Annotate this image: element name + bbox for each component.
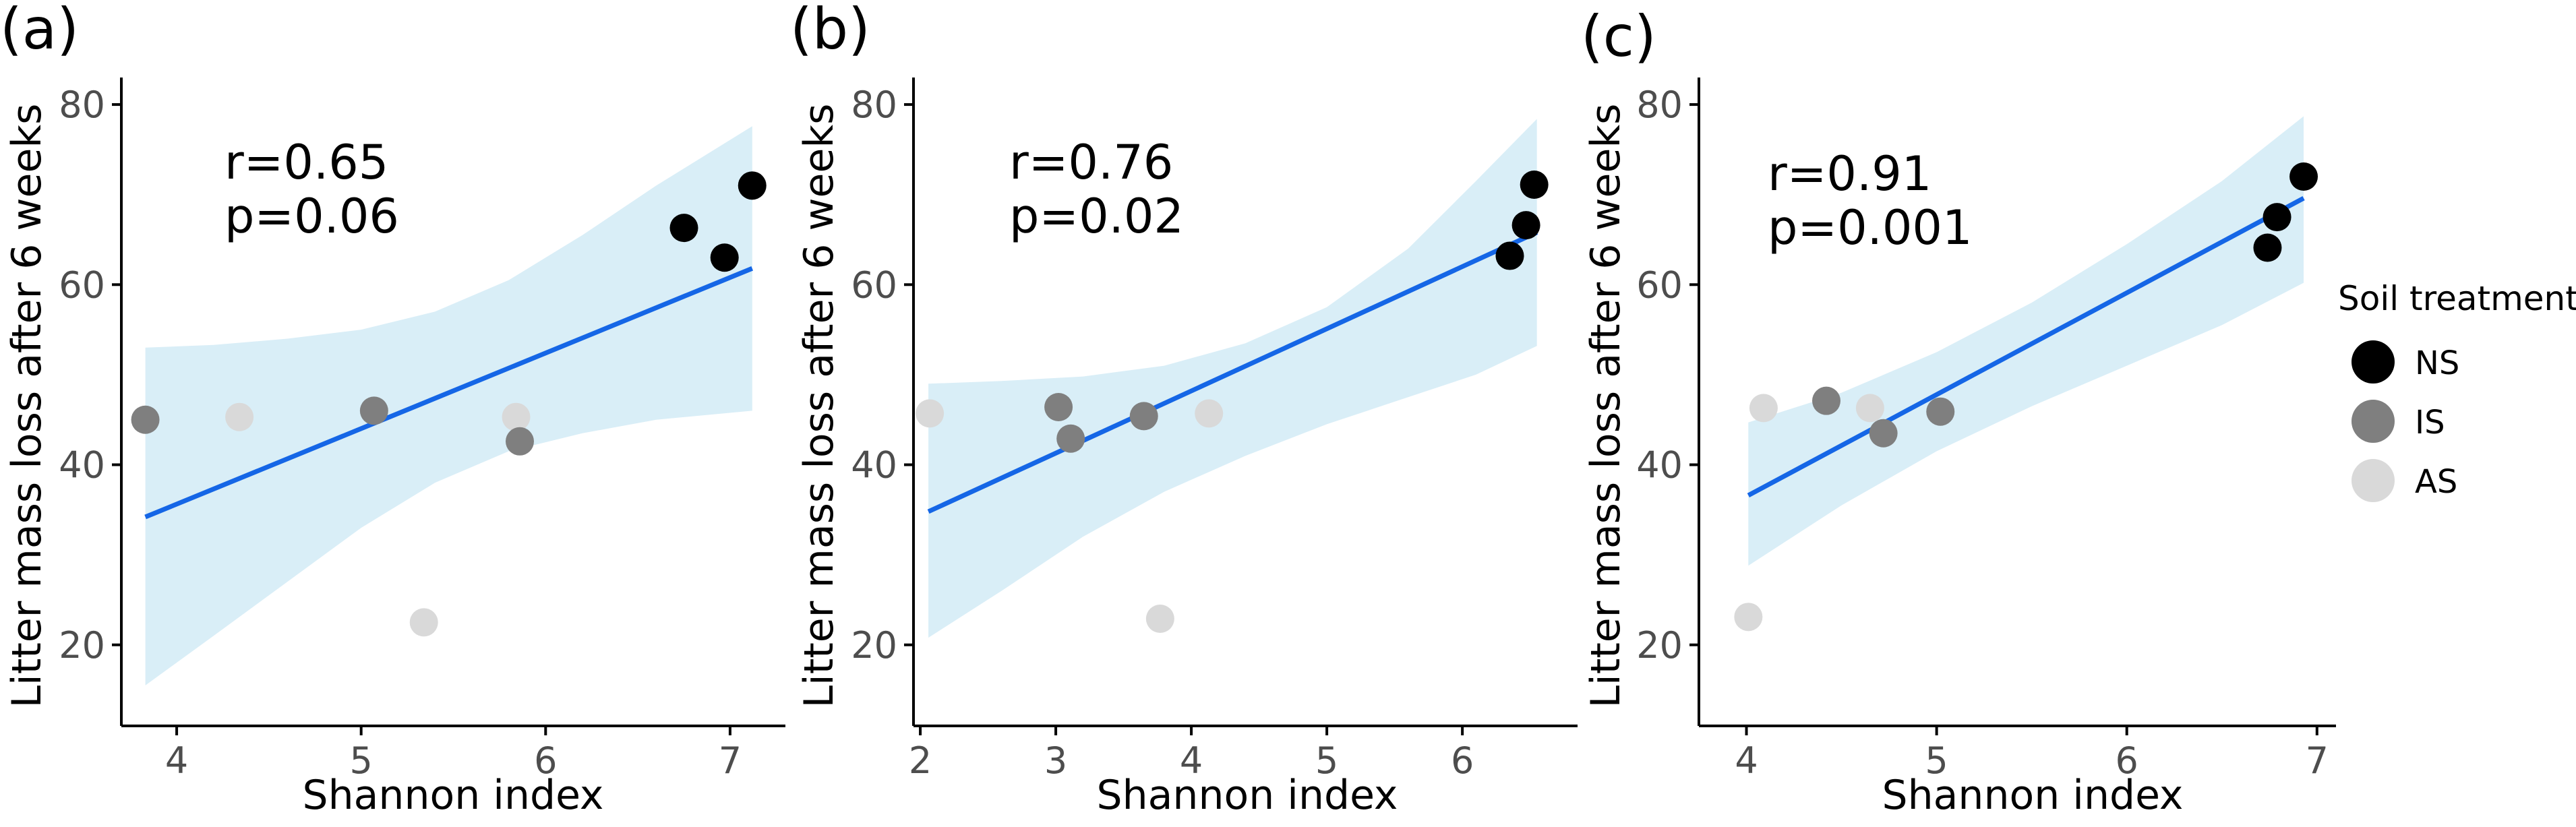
- point-as: [1195, 399, 1224, 428]
- y-tick-label: 60: [851, 264, 897, 306]
- y-tick-label: 60: [59, 264, 105, 306]
- legend-title: Soil treatment: [2338, 279, 2576, 318]
- x-tick-label: 7: [719, 739, 742, 782]
- point-is: [1926, 397, 1955, 426]
- x-tick-label: 4: [1735, 739, 1758, 782]
- point-as: [1749, 394, 1778, 423]
- x-tick-label: 5: [1925, 739, 1948, 782]
- panel-label: (c): [1581, 3, 1656, 69]
- point-ns: [1495, 241, 1524, 270]
- y-tick-label: 40: [59, 444, 105, 487]
- panel-a: 20 40 60 80 4 5 6 7 Shannon index Litter mass los…: [0, 0, 785, 819]
- point-as: [1145, 605, 1174, 634]
- point-ns: [1520, 170, 1549, 199]
- y-axis-title: Litter mass loss after 6 weeks: [3, 104, 51, 708]
- point-as: [225, 402, 254, 431]
- point-ns: [2253, 233, 2282, 262]
- x-tick-label: 3: [1044, 739, 1067, 782]
- panel-label: (b): [790, 0, 870, 62]
- x-tick-label: 5: [1315, 739, 1338, 782]
- y-tick-label: 80: [851, 84, 897, 126]
- point-as: [409, 608, 438, 637]
- y-tick-label: 20: [1636, 624, 1683, 667]
- point-ns: [738, 171, 767, 200]
- legend-marker-ns: [2352, 340, 2395, 384]
- correlation-p: p=0.06: [224, 189, 399, 244]
- point-ns: [2263, 203, 2292, 232]
- point-is: [1129, 402, 1158, 431]
- y-tick-label: 60: [1636, 264, 1683, 306]
- y-axis-title: Litter mass loss after 6 weeks: [796, 104, 843, 708]
- correlation-p: p=0.001: [1768, 200, 1972, 255]
- point-is: [131, 405, 160, 434]
- point-as: [1855, 394, 1884, 423]
- point-is: [506, 427, 534, 456]
- y-tick-label: 20: [59, 624, 105, 667]
- point-is: [1869, 419, 1898, 448]
- panel-label: (a): [0, 0, 79, 62]
- y-tick-label: 80: [1636, 84, 1683, 126]
- x-tick-label: 5: [350, 739, 373, 782]
- y-tick-label: 40: [1636, 444, 1683, 487]
- legend-label-ns: NS: [2415, 344, 2459, 382]
- legend-marker-as: [2352, 459, 2395, 502]
- confidence-band: [928, 119, 1537, 638]
- x-axis-title: Shannon index: [1097, 772, 1398, 819]
- confidence-band: [1748, 116, 2304, 566]
- point-ns: [2289, 162, 2318, 191]
- legend-label-as: AS: [2415, 463, 2457, 501]
- x-tick-label: 4: [165, 739, 188, 782]
- correlation-p: p=0.02: [1009, 189, 1184, 244]
- y-tick-label: 40: [851, 444, 897, 487]
- regression-line: [144, 266, 754, 520]
- point-ns: [710, 243, 739, 272]
- legend-marker-is: [2352, 400, 2395, 443]
- correlation-r: r=0.91: [1768, 146, 1931, 202]
- legend-label-is: IS: [2415, 404, 2445, 441]
- correlation-r: r=0.65: [224, 135, 388, 190]
- point-ns: [1511, 211, 1540, 240]
- regression-line: [1747, 195, 2305, 498]
- panel-c: 20 40 60 80 4 5 6 7 Shannon index Litter mass los…: [1581, 3, 2336, 819]
- legend: Soil treatment NS IS AS: [2338, 279, 2576, 502]
- y-tick-label: 80: [59, 84, 105, 126]
- point-as: [502, 402, 531, 431]
- point-ns: [669, 214, 698, 243]
- x-axis-title: Shannon index: [303, 772, 604, 819]
- x-tick-label: 6: [1451, 739, 1474, 782]
- x-axis-title: Shannon index: [1882, 772, 2184, 819]
- y-tick-label: 20: [851, 624, 897, 667]
- x-tick-label: 6: [534, 739, 557, 782]
- confidence-band: [145, 126, 752, 685]
- point-is: [1812, 386, 1840, 415]
- point-as: [1734, 603, 1763, 632]
- y-axis-title: Litter mass loss after 6 weeks: [1582, 104, 1629, 708]
- regression-line: [927, 230, 1538, 514]
- x-tick-label: 2: [909, 739, 932, 782]
- point-is: [1044, 393, 1073, 422]
- x-tick-label: 7: [2306, 739, 2329, 782]
- point-is: [1056, 424, 1085, 453]
- correlation-r: r=0.76: [1009, 135, 1173, 190]
- point-as: [916, 399, 945, 428]
- point-is: [359, 396, 388, 425]
- panel-b: 20 40 60 80 2 3 4 5 6 Shannon index Litter mass lo…: [790, 0, 1578, 819]
- x-tick-label: 4: [1180, 739, 1203, 782]
- x-tick-label: 6: [2116, 739, 2138, 782]
